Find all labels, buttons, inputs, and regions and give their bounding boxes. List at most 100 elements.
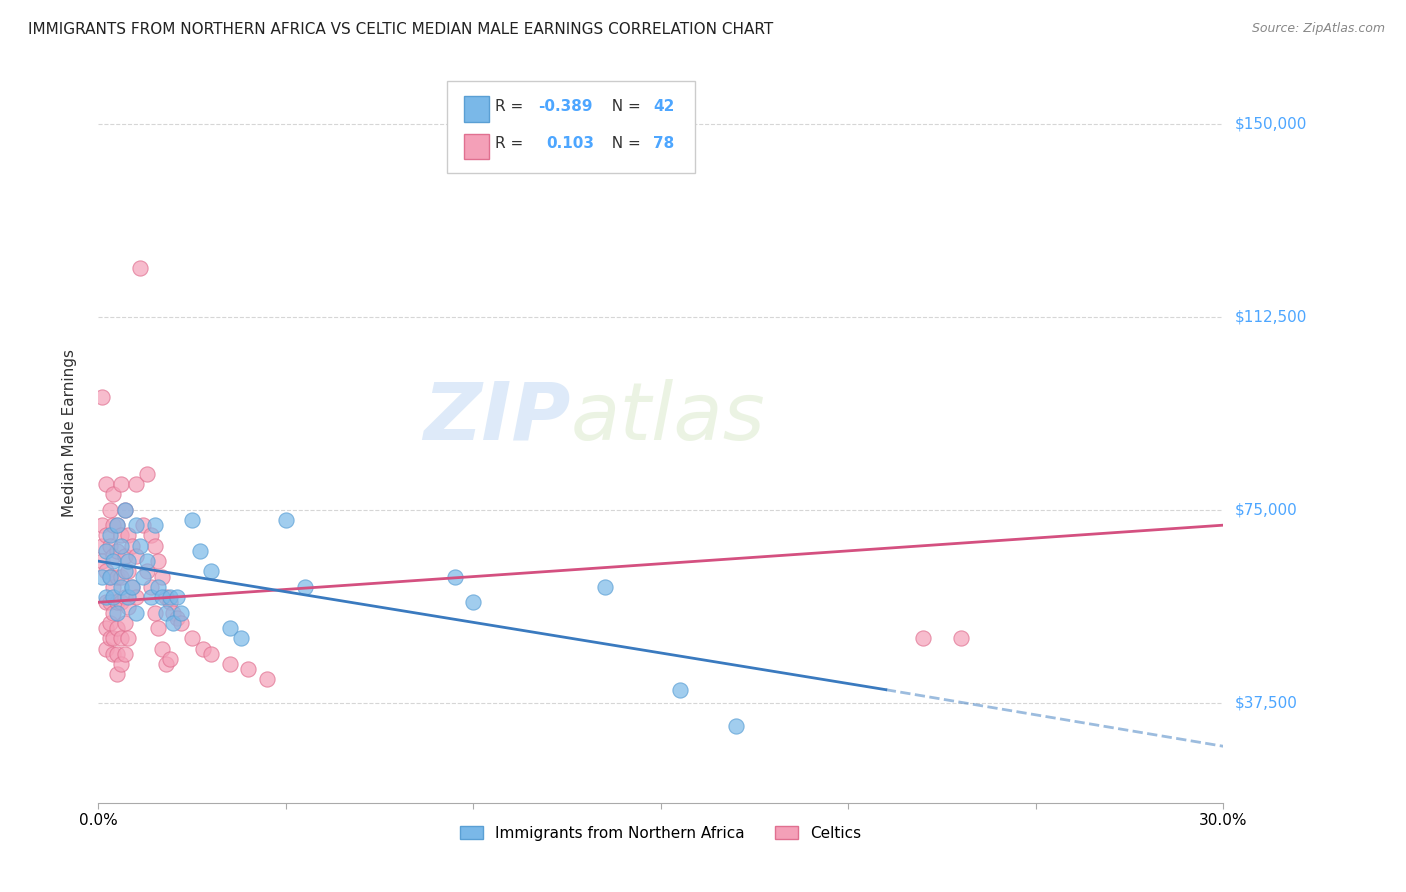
Point xyxy=(125,518,148,533)
Text: N =: N = xyxy=(602,136,645,152)
Point xyxy=(150,641,173,656)
Text: 42: 42 xyxy=(652,99,675,114)
Point xyxy=(463,595,485,609)
Text: -0.389: -0.389 xyxy=(538,99,593,114)
Point xyxy=(98,528,121,542)
Point xyxy=(139,528,162,542)
Point xyxy=(148,580,170,594)
Point xyxy=(132,518,155,533)
Point xyxy=(256,673,278,687)
Point xyxy=(91,569,114,583)
Point xyxy=(188,544,211,558)
Point xyxy=(110,569,132,583)
Point xyxy=(114,565,136,579)
Point xyxy=(193,641,215,656)
Point xyxy=(94,595,117,609)
Text: ZIP: ZIP xyxy=(423,379,571,457)
Point xyxy=(128,539,150,553)
Point xyxy=(98,632,121,646)
Point xyxy=(724,719,747,733)
Point xyxy=(117,565,139,579)
Point xyxy=(139,580,162,594)
Point xyxy=(110,539,132,553)
Point xyxy=(110,657,132,671)
Point xyxy=(110,528,132,542)
Point xyxy=(159,595,181,609)
Point xyxy=(170,615,193,630)
Point xyxy=(229,632,252,646)
Point xyxy=(98,595,121,609)
Point xyxy=(117,632,139,646)
Point xyxy=(200,647,222,661)
Text: 78: 78 xyxy=(652,136,675,152)
Point xyxy=(148,621,170,635)
Point xyxy=(159,652,181,666)
Point xyxy=(125,606,148,620)
Point xyxy=(121,580,143,594)
Point xyxy=(94,641,117,656)
Point xyxy=(125,590,148,604)
Point xyxy=(593,580,616,594)
Point xyxy=(117,528,139,542)
Point xyxy=(238,662,260,676)
Point xyxy=(110,632,132,646)
Point xyxy=(103,554,125,568)
Point xyxy=(103,518,125,533)
Point xyxy=(94,621,117,635)
Point xyxy=(98,569,121,583)
FancyBboxPatch shape xyxy=(464,96,489,121)
Point xyxy=(98,502,121,516)
Point xyxy=(103,590,125,604)
Point xyxy=(125,477,148,491)
Point xyxy=(91,554,114,568)
Text: $150,000: $150,000 xyxy=(1234,117,1306,132)
Point xyxy=(136,467,159,481)
Point xyxy=(162,606,184,620)
Point xyxy=(114,647,136,661)
Point xyxy=(218,621,240,635)
Point xyxy=(155,606,177,620)
Text: R =: R = xyxy=(495,99,529,114)
Point xyxy=(150,590,173,604)
Point xyxy=(114,549,136,563)
Point xyxy=(159,590,181,604)
Point xyxy=(105,647,128,661)
Point xyxy=(103,549,125,563)
Point xyxy=(98,615,121,630)
Point xyxy=(103,632,125,646)
Point xyxy=(218,657,240,671)
Point xyxy=(114,590,136,604)
Point xyxy=(117,590,139,604)
Point xyxy=(181,513,204,527)
Point xyxy=(166,590,188,604)
Point xyxy=(117,554,139,568)
Point xyxy=(143,539,166,553)
Point xyxy=(181,632,204,646)
Text: 0.103: 0.103 xyxy=(546,136,595,152)
Point xyxy=(98,539,121,553)
Point xyxy=(117,600,139,615)
Point xyxy=(912,632,935,646)
Point xyxy=(294,580,316,594)
Point xyxy=(155,657,177,671)
Y-axis label: Median Male Earnings: Median Male Earnings xyxy=(62,349,77,516)
Point xyxy=(150,569,173,583)
Point xyxy=(94,477,117,491)
Point xyxy=(105,621,128,635)
Point xyxy=(114,615,136,630)
Point xyxy=(139,590,162,604)
Point xyxy=(94,590,117,604)
Point xyxy=(91,518,114,533)
Point xyxy=(128,261,150,276)
Point xyxy=(94,544,117,558)
Point xyxy=(136,554,159,568)
Text: Source: ZipAtlas.com: Source: ZipAtlas.com xyxy=(1251,22,1385,36)
Point xyxy=(103,487,125,501)
Point xyxy=(91,539,114,553)
Point xyxy=(103,580,125,594)
Point xyxy=(170,606,193,620)
Text: $112,500: $112,500 xyxy=(1234,310,1306,325)
Text: IMMIGRANTS FROM NORTHERN AFRICA VS CELTIC MEDIAN MALE EARNINGS CORRELATION CHART: IMMIGRANTS FROM NORTHERN AFRICA VS CELTI… xyxy=(28,22,773,37)
FancyBboxPatch shape xyxy=(447,81,695,173)
Point xyxy=(105,544,128,558)
